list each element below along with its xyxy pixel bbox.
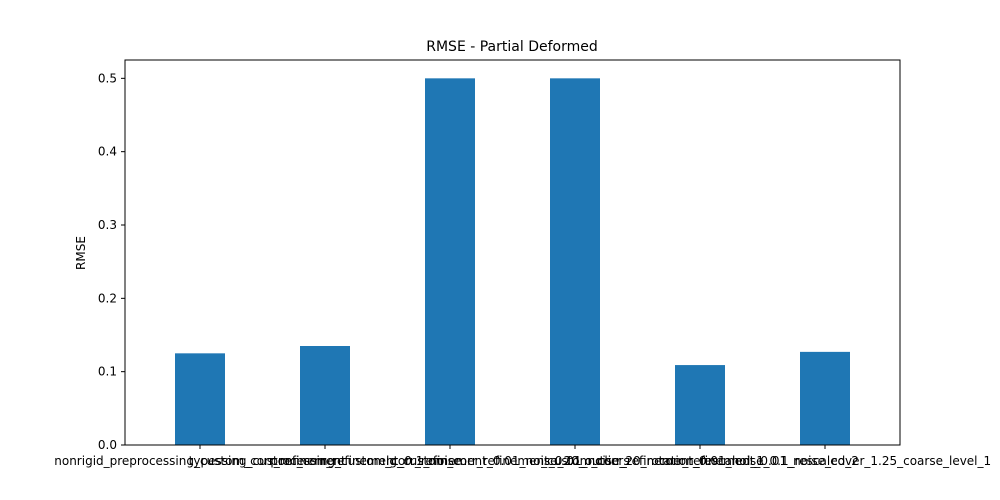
y-tick-label: 0.1 — [98, 365, 117, 379]
y-tick-label: 0.3 — [98, 218, 117, 232]
x-tick-label: lg_custom_corr_refinement_0.01_noise_20_… — [386, 454, 764, 468]
y-tick-label: 0.0 — [98, 438, 117, 452]
y-tick-label: 0.4 — [98, 145, 117, 159]
bar-5 — [675, 365, 725, 445]
plot-frame — [124, 59, 901, 446]
y-axis-label: RMSE — [74, 236, 88, 270]
y-tick-label: 0.2 — [98, 291, 117, 305]
bar-4 — [550, 78, 600, 445]
bar-1 — [175, 353, 225, 445]
bar-2 — [300, 346, 350, 445]
x-tick-label: processing_custom_corr_refinement_0.01_n… — [270, 454, 629, 468]
bar-6 — [800, 351, 850, 445]
bar-3 — [425, 78, 475, 445]
x-tick-label: _custom_corr_refinement_0.01_noise_0.1_r… — [540, 454, 859, 468]
chart-title: RMSE - Partial Deformed — [426, 39, 597, 55]
x-tick-label: corr_refinement_0.01_noise_cover_1.25_co… — [659, 454, 991, 468]
x-tick-label: nonrigid_preprocessing_custom_corr_refin… — [54, 454, 346, 468]
x-axis: nonrigid_preprocessing_custom_corr_refin… — [54, 445, 991, 468]
y-tick-label: 0.5 — [98, 71, 117, 85]
y-axis: 0.0 0.1 0.2 0.3 0.4 0.5 — [98, 71, 125, 452]
bars-group — [175, 78, 850, 445]
x-tick-label: typessing_custom_corr_refinement_0.1_noi… — [189, 454, 462, 468]
